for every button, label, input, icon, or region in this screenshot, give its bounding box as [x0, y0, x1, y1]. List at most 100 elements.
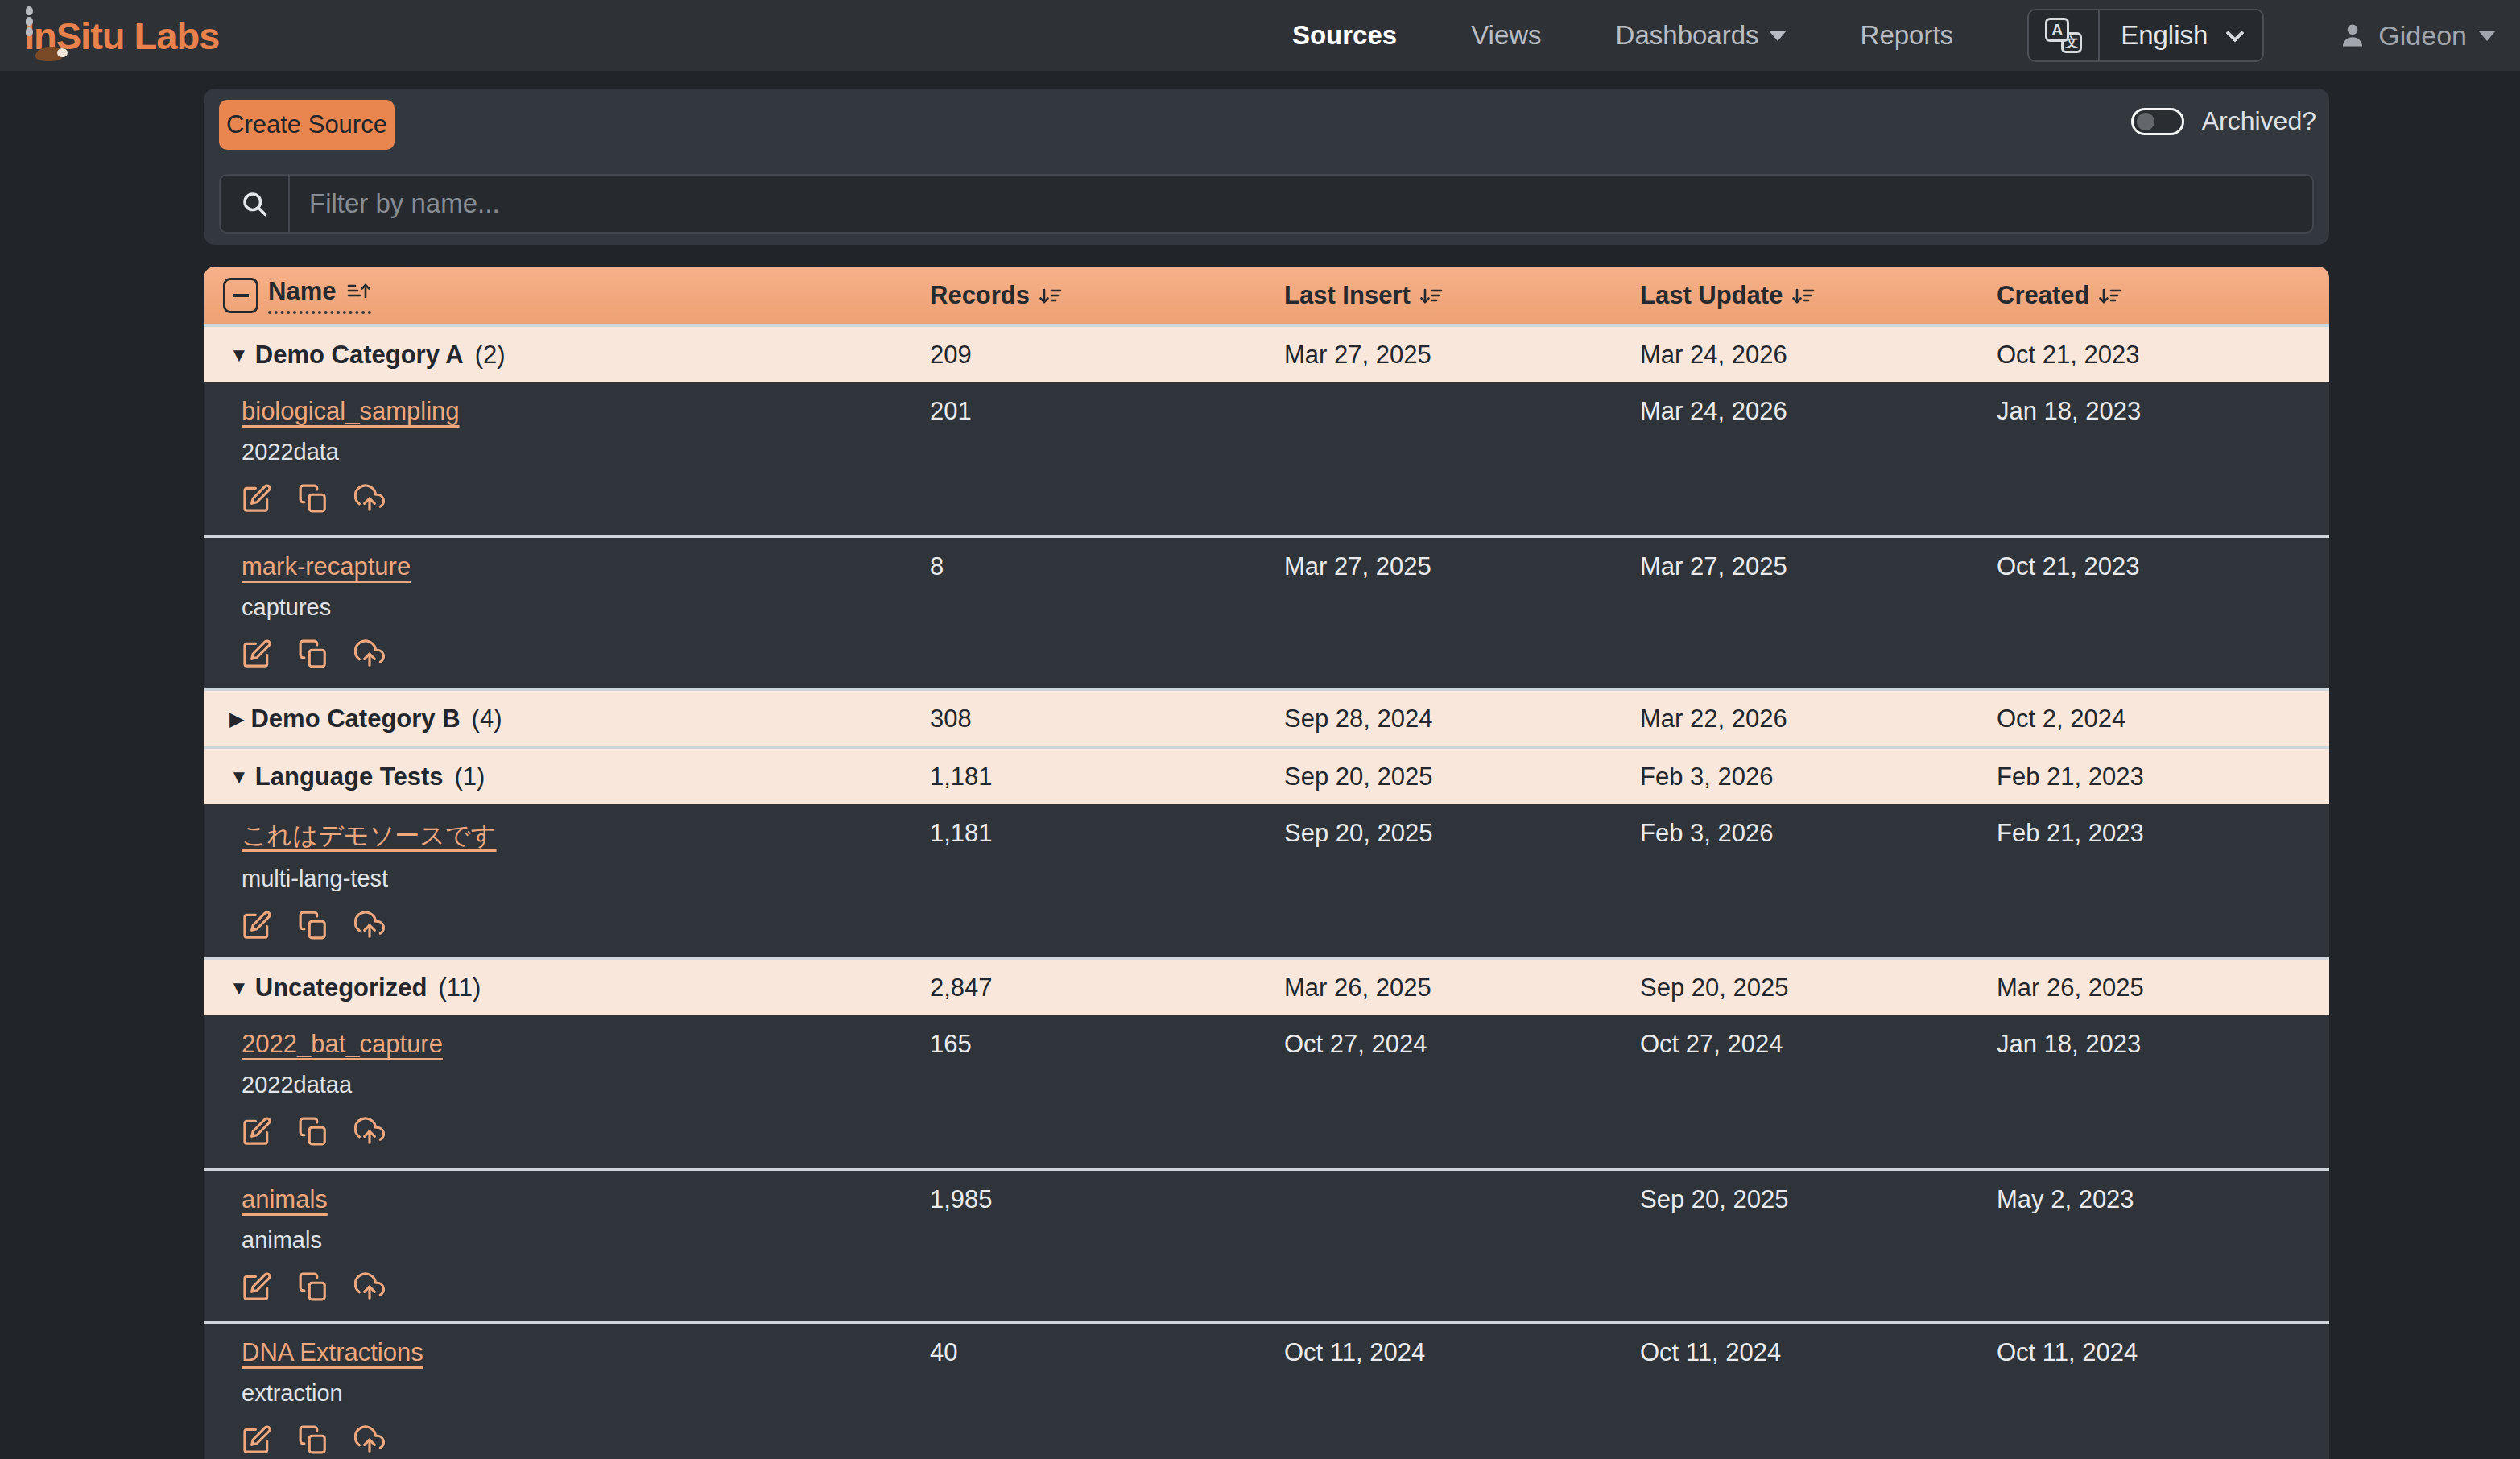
source-name-link[interactable]: animals	[242, 1185, 328, 1214]
category-row: ▼ Demo Category A (2) 209 Mar 27, 2025 M…	[204, 324, 2329, 382]
upload-cloud-icon[interactable]	[354, 1424, 385, 1455]
last-update-cell: Mar 22, 2026	[1640, 705, 1997, 734]
source-row: DNA Extractions extraction 40 Oct 11	[204, 1321, 2329, 1459]
source-description: 2022data	[242, 439, 930, 465]
column-header-last-insert[interactable]: Last Insert	[1284, 281, 1444, 310]
source-name-link[interactable]: 2022_bat_capture	[242, 1030, 443, 1059]
user-menu[interactable]: Gideon	[2338, 20, 2496, 52]
archived-toggle-group[interactable]: Archived?	[2131, 106, 2316, 136]
source-description: captures	[242, 594, 930, 621]
nav-item-views[interactable]: Views	[1471, 20, 1541, 51]
last-insert-cell	[1284, 1171, 1640, 1321]
column-header-name[interactable]: Name	[268, 277, 371, 314]
category-name: Uncategorized	[255, 973, 428, 1002]
created-cell: Jan 18, 2023	[1997, 382, 2329, 535]
upload-cloud-icon[interactable]	[354, 910, 385, 940]
copy-icon[interactable]	[298, 483, 328, 514]
category-count: (1)	[454, 763, 485, 791]
source-row: 2022_bat_capture 2022dataa 165 Oct 2	[204, 1015, 2329, 1168]
category-name: Demo Category A	[255, 341, 464, 370]
copy-icon[interactable]	[298, 639, 328, 669]
source-actions	[242, 639, 930, 669]
records-cell: 209	[930, 341, 1284, 370]
source-actions	[242, 910, 930, 940]
sort-descending-icon	[2097, 283, 2123, 308]
last-update-cell: Sep 20, 2025	[1640, 973, 1997, 1002]
brand-logo[interactable]: InSitu Labs	[24, 14, 219, 58]
column-header-records[interactable]: Records	[930, 281, 1064, 310]
search-icon	[221, 176, 290, 232]
filter-by-name-input[interactable]	[290, 176, 2312, 232]
copy-icon[interactable]	[298, 910, 328, 940]
last-insert-cell: Sep 20, 2025	[1284, 763, 1640, 791]
created-cell: Oct 2, 2024	[1997, 705, 2329, 734]
chevron-down-icon	[2226, 24, 2245, 43]
upload-cloud-icon[interactable]	[354, 639, 385, 669]
category-toggle[interactable]: ▶ Demo Category B (4)	[204, 705, 930, 734]
column-header-last-update[interactable]: Last Update	[1640, 281, 1816, 310]
source-name-link[interactable]: DNA Extractions	[242, 1338, 423, 1367]
upload-cloud-icon[interactable]	[354, 483, 385, 514]
main-nav: Sources Views Dashboards Reports A文 Engl…	[1292, 9, 2496, 62]
edit-icon[interactable]	[242, 1271, 272, 1302]
category-toggle[interactable]: ▼ Demo Category A (2)	[204, 341, 930, 370]
last-update-cell: Mar 24, 2026	[1640, 382, 1997, 535]
last-insert-cell	[1284, 382, 1640, 535]
edit-icon[interactable]	[242, 1424, 272, 1455]
create-source-button[interactable]: Create Source	[219, 100, 395, 150]
nav-item-reports[interactable]: Reports	[1861, 20, 1954, 51]
last-insert-cell: Mar 26, 2025	[1284, 973, 1640, 1002]
copy-icon[interactable]	[298, 1116, 328, 1147]
source-row: mark-recapture captures 8 Mar 27, 20	[204, 535, 2329, 688]
table-header-row: Name Records Last In	[204, 267, 2329, 324]
category-toggle[interactable]: ▼ Uncategorized (11)	[204, 973, 930, 1002]
edit-icon[interactable]	[242, 910, 272, 940]
sources-table: Name Records Last In	[204, 267, 2329, 1459]
toggle-knob	[2137, 113, 2154, 130]
column-header-created[interactable]: Created	[1997, 281, 2123, 310]
source-actions	[242, 1271, 930, 1302]
source-name-link[interactable]: biological_sampling	[242, 397, 460, 426]
last-insert-cell: Mar 27, 2025	[1284, 341, 1640, 370]
archived-label: Archived?	[2202, 106, 2316, 136]
last-insert-cell: Oct 11, 2024	[1284, 1324, 1640, 1459]
copy-icon[interactable]	[298, 1271, 328, 1302]
collapse-all-button[interactable]	[223, 278, 258, 313]
source-row: animals animals 1,985 Sep 20, 2	[204, 1168, 2329, 1321]
records-cell: 1,181	[930, 763, 1284, 791]
category-count: (11)	[438, 973, 481, 1002]
language-selector[interactable]: A文 English	[2027, 9, 2264, 62]
source-name-link[interactable]: mark-recapture	[242, 552, 411, 581]
upload-cloud-icon[interactable]	[354, 1116, 385, 1147]
nav-item-dashboards[interactable]: Dashboards	[1616, 20, 1787, 51]
category-toggle[interactable]: ▼ Language Tests (1)	[204, 763, 930, 791]
category-caret-icon: ▼	[229, 766, 249, 788]
copy-icon[interactable]	[298, 1424, 328, 1455]
created-cell: Mar 26, 2025	[1997, 973, 2329, 1002]
sort-descending-icon	[1419, 283, 1444, 308]
category-row: ▶ Demo Category B (4) 308 Sep 28, 2024 M…	[204, 688, 2329, 746]
last-insert-cell: Oct 27, 2024	[1284, 1015, 1640, 1168]
category-name: Language Tests	[255, 763, 444, 791]
source-description: extraction	[242, 1380, 930, 1407]
last-insert-cell: Sep 20, 2025	[1284, 804, 1640, 957]
last-insert-cell: Mar 27, 2025	[1284, 538, 1640, 688]
last-update-cell: Sep 20, 2025	[1640, 1171, 1997, 1321]
edit-icon[interactable]	[242, 483, 272, 514]
category-name: Demo Category B	[250, 705, 460, 734]
source-name-link[interactable]: これはデモソースです	[242, 819, 497, 853]
created-cell: Jan 18, 2023	[1997, 1015, 2329, 1168]
archived-toggle[interactable]	[2131, 108, 2184, 135]
user-name: Gideon	[2378, 20, 2467, 52]
records-cell: 1,985	[930, 1171, 1284, 1321]
toolbar-panel: Create Source Archived?	[204, 89, 2329, 245]
edit-icon[interactable]	[242, 1116, 272, 1147]
edit-icon[interactable]	[242, 639, 272, 669]
nav-item-sources[interactable]: Sources	[1292, 20, 1397, 51]
created-cell: Oct 11, 2024	[1997, 1324, 2329, 1459]
chevron-down-icon	[2478, 31, 2496, 41]
created-cell: May 2, 2023	[1997, 1171, 2329, 1321]
last-update-cell: Feb 3, 2026	[1640, 763, 1997, 791]
created-cell: Oct 21, 2023	[1997, 341, 2329, 370]
upload-cloud-icon[interactable]	[354, 1271, 385, 1302]
